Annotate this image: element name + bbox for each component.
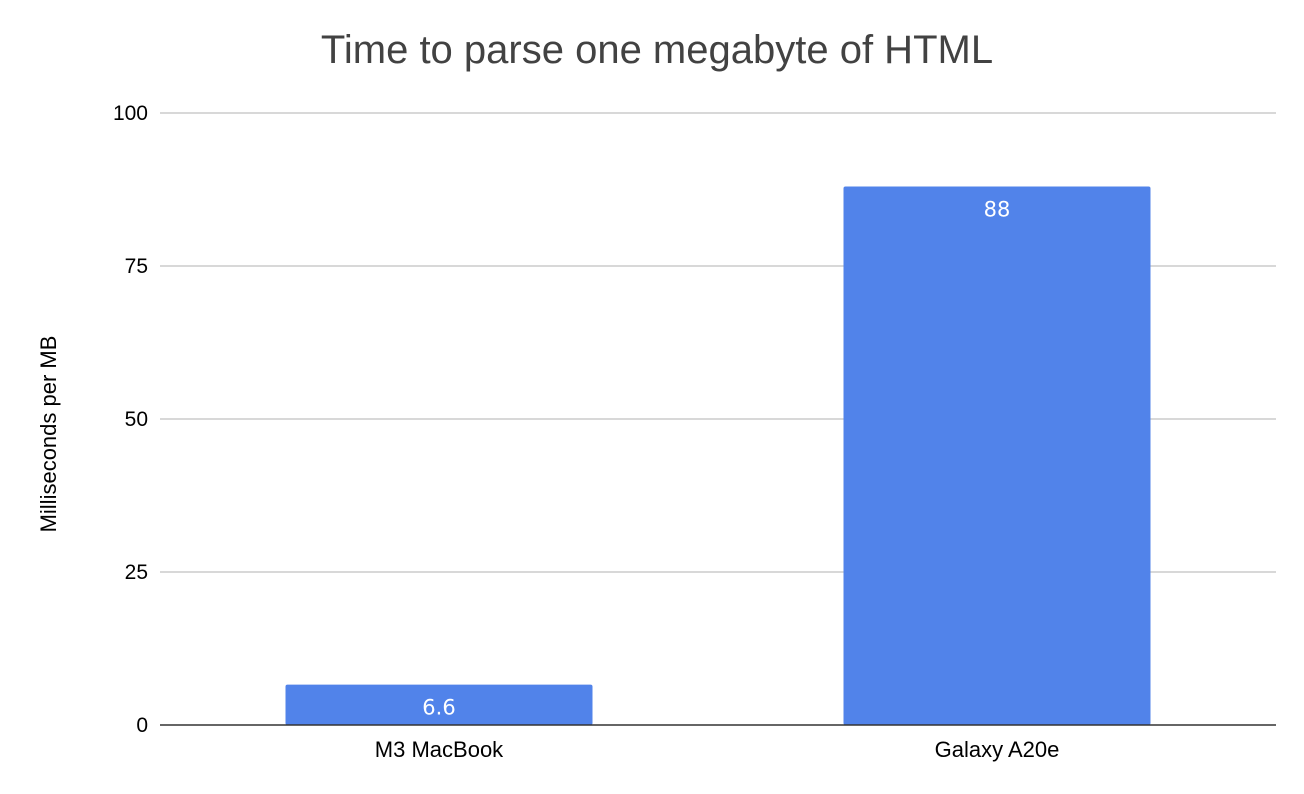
bar-m3-macbook [285,684,593,725]
x-category-label: M3 MacBook [375,737,504,762]
y-tick-label: 100 [113,102,148,125]
y-axis-title: Milliseconds per MB [36,336,61,533]
y-tick-label: 50 [125,408,148,431]
y-tick-label: 75 [125,255,148,278]
x-category-label: Galaxy A20e [935,737,1060,762]
data-label: 6.6 [422,696,455,720]
y-tick-label: 0 [136,714,148,737]
data-labels: 6.6 88 [422,197,1010,719]
bars [285,186,1151,725]
y-axis-ticks: 0 25 50 75 100 [113,102,148,737]
chart-title: Time to parse one megabyte of HTML [321,28,993,72]
x-axis-categories: M3 MacBook Galaxy A20e [375,737,1060,762]
data-label: 88 [984,197,1011,221]
bar-galaxy-a20e [843,186,1151,725]
y-tick-label: 25 [125,561,148,584]
